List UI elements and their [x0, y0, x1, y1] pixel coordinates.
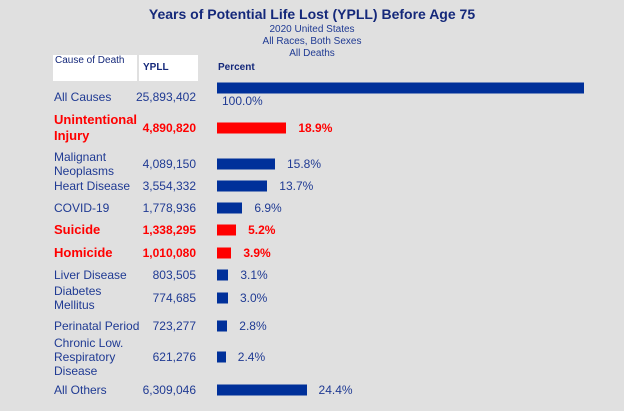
row-bar [217, 320, 228, 332]
row-ypll-value: 774,685 [152, 291, 196, 305]
header-cause: Cause of Death [53, 55, 137, 81]
row-bar [217, 158, 275, 170]
row-ypll-value: 25,893,402 [135, 90, 196, 104]
chart-subtitle-population: All Races, Both Sexes [262, 36, 362, 47]
row-ypll-value: 1,778,936 [142, 201, 196, 215]
row-bar [217, 292, 228, 304]
row-ypll-value: 1,010,080 [142, 246, 196, 260]
row-percent-label: 3.9% [243, 246, 271, 260]
row-percent-label: 100.0% [222, 94, 263, 108]
row-percent-label: 3.1% [240, 268, 268, 282]
row-cause-label: COVID-19 [54, 201, 110, 215]
row-percent-label: 24.4% [318, 383, 353, 397]
row-bar [217, 247, 232, 259]
row-cause-label: Homicide [54, 245, 113, 260]
chart-subtitle-deaths: All Deaths [289, 48, 335, 59]
row-percent-label: 18.9% [298, 121, 333, 135]
row-bar [217, 122, 287, 134]
row-cause-label: All Others [54, 383, 107, 397]
row-percent-label: 13.7% [279, 179, 314, 193]
row-cause-label: Perinatal Period [54, 319, 140, 333]
row-cause-label: All Causes [54, 90, 112, 104]
row-ypll-value: 3,554,332 [142, 179, 196, 193]
row-bar [217, 180, 268, 192]
row-bar [217, 351, 226, 363]
row-cause-label: Diabetes Mellitus [54, 284, 102, 312]
header-percent: Percent [218, 62, 255, 73]
row-bar [217, 202, 243, 214]
row-ypll-value: 4,890,820 [142, 121, 196, 135]
row-ypll-value: 6,309,046 [142, 383, 196, 397]
row-cause-label: Suicide [54, 222, 101, 237]
chart-subtitle-year: 2020 United States [269, 24, 355, 35]
row-ypll-value: 803,505 [152, 268, 196, 282]
row-cause-label: Heart Disease [54, 179, 131, 193]
row-bar [217, 224, 237, 236]
row-ypll-value: 4,089,150 [142, 157, 196, 171]
row-percent-label: 6.9% [254, 201, 282, 215]
header-ypll: YPLL [139, 55, 198, 81]
row-cause-label: Malignant Neoplasms [54, 150, 115, 178]
row-bar [217, 269, 229, 281]
row-percent-label: 5.2% [248, 223, 276, 237]
row-ypll-value: 621,276 [152, 350, 196, 364]
row-ypll-value: 1,338,295 [142, 223, 196, 237]
row-percent-label: 15.8% [286, 157, 322, 171]
row-bar [217, 384, 307, 396]
row-bar [217, 82, 584, 94]
chart-title: Years of Potential Life Lost (YPLL) Befo… [148, 6, 476, 22]
row-cause-label: Unintentional Injury [54, 112, 138, 143]
row-percent-label: 2.8% [239, 319, 267, 333]
row-ypll-value: 723,277 [152, 319, 196, 333]
row-percent-label: 3.0% [240, 291, 268, 305]
row-percent-label: 2.4% [237, 350, 266, 364]
row-cause-label: Liver Disease [54, 268, 127, 282]
row-cause-label: Chronic Low. Respiratory Disease [54, 336, 124, 378]
